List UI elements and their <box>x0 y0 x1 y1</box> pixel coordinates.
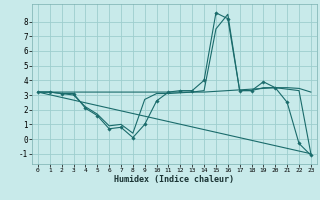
X-axis label: Humidex (Indice chaleur): Humidex (Indice chaleur) <box>115 175 234 184</box>
